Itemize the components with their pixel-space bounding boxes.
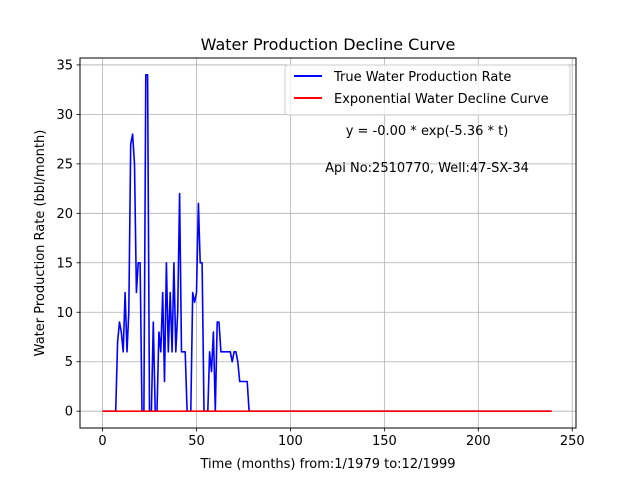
y-tick-label: 35 [56, 58, 73, 73]
y-tick-label: 20 [56, 207, 73, 222]
x-tick-label: 100 [278, 434, 303, 449]
y-tick-label: 25 [56, 157, 73, 172]
y-tick-label: 15 [56, 256, 73, 271]
legend-label-true-rate: True Water Production Rate [333, 70, 511, 85]
y-axis-label: Water Production Rate (bbl/month) [33, 130, 48, 357]
well-annotation: Api No:2510770, Well:47-SX-34 [325, 161, 529, 176]
plot-lines [102, 74, 552, 413]
x-tick-label: 250 [560, 434, 585, 449]
x-axis-label: Time (months) from:1/1979 to:12/1999 [199, 457, 455, 472]
x-tick-label: 0 [98, 434, 106, 449]
true-water-production-rate-line [102, 74, 552, 413]
legend: True Water Production Rate Exponential W… [284, 64, 571, 116]
y-axis-ticks: 0 5 10 15 20 25 30 35 [56, 58, 80, 420]
chart-title: Water Production Decline Curve [201, 35, 456, 54]
y-tick-label: 10 [56, 306, 73, 321]
x-tick-label: 150 [372, 434, 397, 449]
equation-annotation: y = -0.00 * exp(-5.36 * t) [346, 124, 509, 139]
x-tick-label: 50 [188, 434, 205, 449]
legend-box [284, 64, 571, 116]
y-tick-label: 0 [65, 405, 73, 420]
x-axis-ticks: 0 50 100 150 200 250 [98, 428, 585, 449]
plot-frame [79, 57, 577, 429]
y-tick-label: 5 [65, 355, 73, 370]
legend-label-decline-curve: Exponential Water Decline Curve [334, 92, 549, 107]
x-tick-label: 200 [466, 434, 491, 449]
y-tick-label: 30 [56, 108, 73, 123]
